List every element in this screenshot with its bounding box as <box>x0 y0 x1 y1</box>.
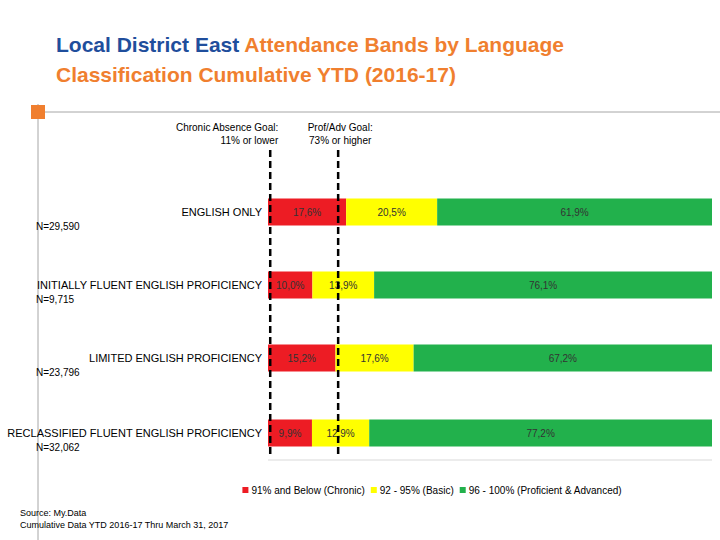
category-label: ENGLISH ONLY <box>182 206 263 218</box>
bar-segment <box>268 272 312 299</box>
title-word: District <box>111 33 189 56</box>
bar-segment <box>437 199 712 226</box>
bar-segment <box>268 345 335 372</box>
x-axis <box>268 460 712 461</box>
sample-size: N=29,590 <box>36 221 80 232</box>
title-word: by <box>429 33 460 56</box>
bar-segment <box>312 272 374 299</box>
title-word: Classification <box>56 63 193 86</box>
bar-segment <box>369 420 712 447</box>
data-label: 67,2% <box>549 353 577 364</box>
legend-item: 91% and Below (Chronic) <box>242 485 364 496</box>
category-label: INITIALLY FLUENT ENGLISH PROFICIENCY <box>37 279 263 291</box>
category-label: RECLASSIFIED FLUENT ENGLISH PROFICIENCY <box>7 427 262 439</box>
title-word: Language <box>459 33 564 56</box>
title-word: Cumulative <box>193 63 312 86</box>
legend-label: 92 - 95% (Basic) <box>380 485 454 496</box>
goal-label: Prof/Adv Goal: <box>308 122 373 133</box>
sample-size: N=23,796 <box>36 367 80 378</box>
data-label: 76,1% <box>529 280 557 291</box>
data-label: 13,9% <box>329 280 357 291</box>
chart: Local District East Attendance Bands by … <box>0 0 720 540</box>
goal-label: Chronic Absence Goal: <box>176 122 278 133</box>
title-word: Local <box>56 33 111 56</box>
bar-segment <box>268 199 346 226</box>
frame-line <box>38 112 720 113</box>
bar-segment <box>374 272 712 299</box>
labels: ENGLISH ONLY N=29,590 17,6% 20,5% 61,9% INITI… <box>7 206 589 453</box>
data-label: 20,5% <box>377 207 405 218</box>
title-word: East <box>189 33 239 56</box>
title-word: Bands <box>359 33 429 56</box>
bar-segment <box>414 345 712 372</box>
legend-label: 96 - 100% (Proficient & Advanced) <box>469 485 622 496</box>
data-label: 17,6% <box>360 353 388 364</box>
legend-swatch <box>460 487 466 493</box>
data-label: 12,9% <box>326 428 354 439</box>
category-label: LIMITED ENGLISH PROFICIENCY <box>89 352 263 364</box>
data-label: 77,2% <box>526 428 554 439</box>
bar-segment <box>268 420 312 447</box>
sample-size: N=9,715 <box>36 294 75 305</box>
title-word: (2016-17) <box>359 63 456 86</box>
data-label: 17,6% <box>293 207 321 218</box>
title-line: Local District East Attendance Bands by … <box>56 33 564 56</box>
goal-line <box>337 150 340 455</box>
data-label: 15,2% <box>288 353 316 364</box>
title: Local District East Attendance Bands by … <box>56 33 564 86</box>
legend-item: 92 - 95% (Basic) <box>371 485 454 496</box>
legend-item: 96 - 100% (Proficient & Advanced) <box>460 485 622 496</box>
title-word: YTD <box>312 63 359 86</box>
goal-line <box>269 150 272 455</box>
legend-swatch <box>242 487 248 493</box>
decor-block <box>31 105 45 119</box>
sample-size: N=32,062 <box>36 442 80 453</box>
bar-segment <box>346 199 437 226</box>
bar-segment <box>335 345 413 372</box>
title-line: Classification Cumulative YTD (2016-17) <box>56 63 456 86</box>
frame-line <box>38 104 39 540</box>
legend-swatch <box>371 487 377 493</box>
legend-label: 91% and Below (Chronic) <box>251 485 364 496</box>
source-note: Cumulative Data YTD 2016-17 Thru March 3… <box>20 520 228 530</box>
goal-label: 73% or higher <box>309 135 372 146</box>
title-word: Attendance <box>239 33 358 56</box>
data-label: 61,9% <box>560 207 588 218</box>
goal-label: 11% or lower <box>221 135 279 146</box>
bar-segment <box>312 420 369 447</box>
data-label: 10,0% <box>276 280 304 291</box>
bars <box>268 199 712 447</box>
source-note: Source: My.Data <box>20 508 86 518</box>
legend: 91% and Below (Chronic) 92 - 95% (Basic) 9… <box>242 485 621 496</box>
data-label: 9,9% <box>279 428 302 439</box>
